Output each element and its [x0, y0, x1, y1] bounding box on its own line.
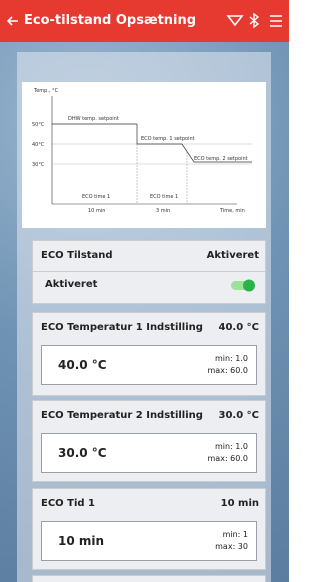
x-axis-label: Time, min [219, 208, 245, 214]
eco-temp1-card: ECO Temperatur 1 Indstilling 40.0 °C 40.… [32, 312, 266, 396]
card-title: ECO Tid 1 [41, 498, 95, 509]
setpoint-label: ECO temp. 2 setpoint [194, 156, 248, 162]
setpoint-label: ECO temp. 1 setpoint [141, 136, 195, 142]
period-duration: 3 min [156, 208, 170, 214]
input-value: 40.0 °C [58, 358, 107, 372]
setpoint-label: DHW temp. setpoint [68, 116, 119, 122]
eco-mode-card: ECO Tilstand Aktiveret Aktiveret [32, 240, 266, 304]
value-input[interactable]: 10 min min: 1 max: 30 [41, 521, 257, 561]
max-hint: max: 60.0 [208, 366, 248, 375]
y-axis-label: Temp., °C [33, 88, 59, 94]
eco-diagram: Temp., °C 50°C 40°C 30°C DHW temp. setpo… [22, 82, 266, 228]
period-label: ECO time 1 [150, 194, 178, 200]
level-label: 40°C [32, 142, 45, 148]
toggle-switch[interactable] [229, 277, 257, 293]
card-value: 30.0 °C [219, 410, 260, 421]
eco-temp2-card: ECO Temperatur 2 Indstilling 30.0 °C 30.… [32, 400, 266, 482]
card-value: Aktiveret [207, 250, 259, 261]
header-title: Eco-tilstand Opsætning [24, 13, 196, 28]
period-label: ECO time 1 [82, 194, 110, 200]
value-input[interactable]: 40.0 °C min: 1.0 max: 60.0 [41, 345, 257, 385]
period-duration: 10 min [88, 208, 105, 214]
back-button[interactable] [6, 14, 20, 28]
card-title: ECO Temperatur 1 Indstilling [41, 322, 203, 333]
max-hint: max: 30 [215, 542, 248, 551]
card-title: ECO Tilstand [41, 250, 113, 261]
card-value: 10 min [221, 498, 259, 509]
min-hint: min: 1.0 [215, 442, 248, 451]
card-value: 40.0 °C [219, 322, 260, 333]
toggle-label: Aktiveret [45, 279, 97, 290]
app-header: Eco-tilstand Opsætning [0, 0, 289, 42]
eco-time1-card: ECO Tid 1 10 min 10 min min: 1 max: 30 [32, 488, 266, 570]
input-value: 10 min [58, 534, 104, 548]
screen: Eco-tilstand Opsætning Temp., °C 50°C 40… [0, 0, 289, 582]
min-hint: min: 1.0 [215, 354, 248, 363]
max-hint: max: 60.0 [208, 454, 248, 463]
next-card [32, 575, 266, 582]
min-hint: min: 1 [223, 530, 248, 539]
header-icons [226, 12, 286, 30]
level-label: 50°C [32, 122, 45, 128]
level-label: 30°C [32, 162, 45, 168]
value-input[interactable]: 30.0 °C min: 1.0 max: 60.0 [41, 433, 257, 473]
input-value: 30.0 °C [58, 446, 107, 460]
diagram-drawing: Temp., °C 50°C 40°C 30°C DHW temp. setpo… [22, 82, 266, 228]
card-title: ECO Temperatur 2 Indstilling [41, 410, 203, 421]
